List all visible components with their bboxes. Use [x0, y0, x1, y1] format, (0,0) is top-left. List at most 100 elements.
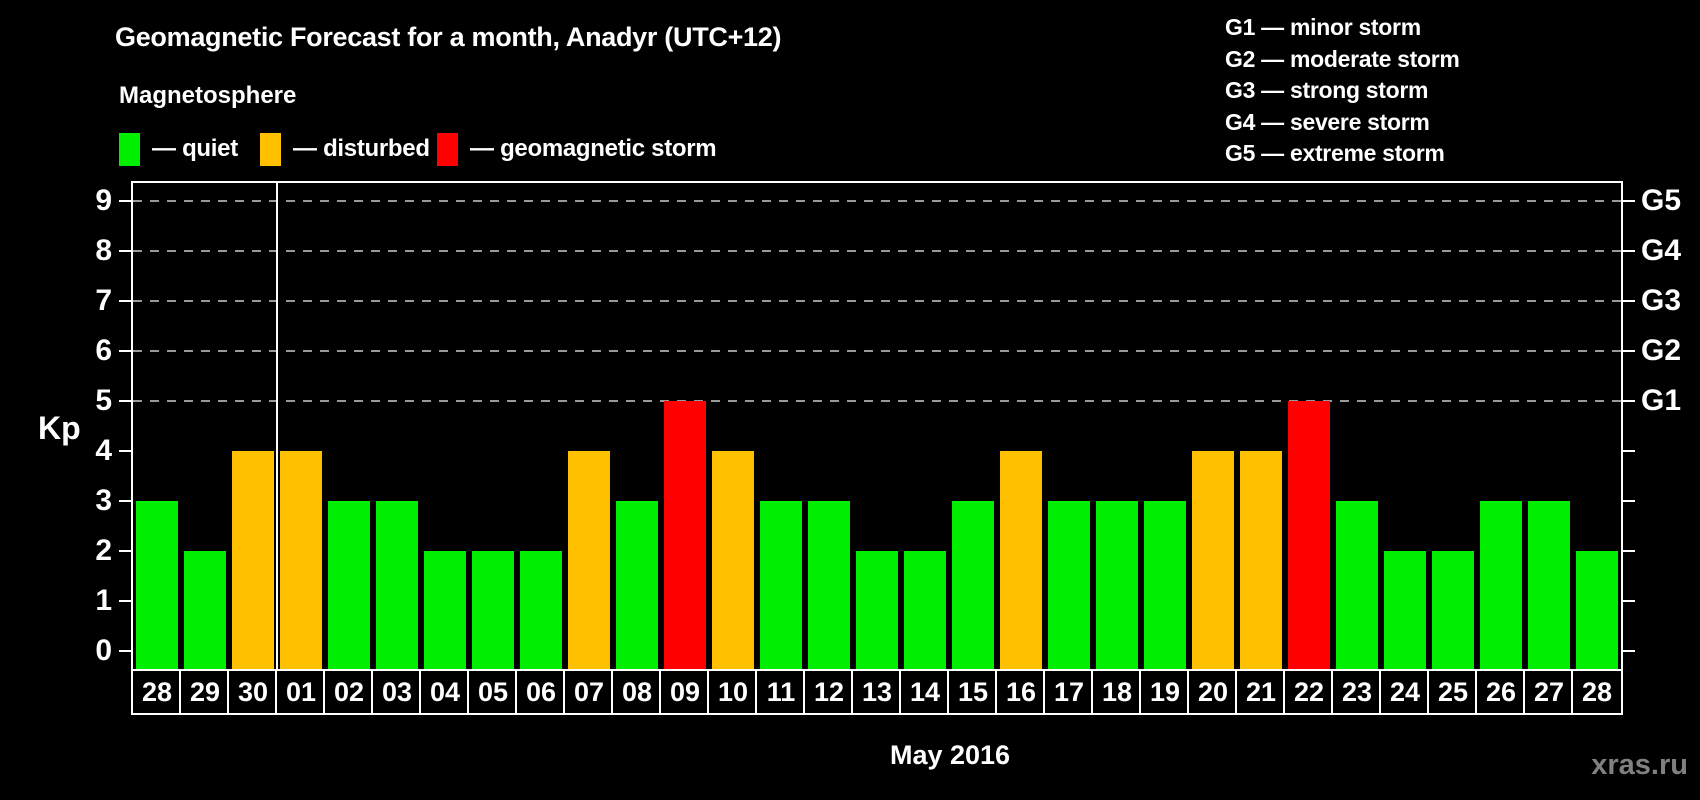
g-axis-label-G1: G1: [1641, 384, 1682, 417]
y-tick-label-1: 1: [95, 584, 112, 617]
date-cell-26: 24: [1379, 669, 1431, 715]
g-legend-line-1: G1 — minor storm: [1225, 14, 1421, 40]
y-tick-label-6: 6: [95, 334, 112, 367]
y-axis-title: Kp: [38, 410, 81, 446]
bar-23: [1336, 501, 1378, 669]
g-legend-line-4: G4 — severe storm: [1225, 108, 1430, 135]
date-cell-14: 12: [803, 669, 855, 715]
bar-09: [664, 401, 706, 669]
g-scale-legend: G1 — minor storm G2 — moderate storm G3 — …: [1225, 12, 1460, 170]
legend-label-quiet: — quiet: [152, 135, 238, 162]
date-cell-2: 30: [227, 669, 279, 715]
y-tick-left-5: [119, 400, 131, 402]
y-tick-left-8: [119, 250, 131, 252]
y-tick-right-1: [1623, 600, 1635, 602]
date-cell-0: 28: [131, 669, 183, 715]
bar-28: [1576, 551, 1618, 669]
date-cell-27: 25: [1427, 669, 1479, 715]
y-tick-left-4: [119, 450, 131, 452]
bar-01: [280, 451, 322, 669]
date-cell-6: 04: [419, 669, 471, 715]
y-tick-left-6: [119, 350, 131, 352]
bar-12: [808, 501, 850, 669]
date-cell-8: 06: [515, 669, 567, 715]
g-legend-line-3: G3 — strong storm: [1225, 77, 1429, 103]
gridline-kp6: [133, 350, 1621, 352]
y-tick-right-9: [1623, 200, 1635, 202]
date-cell-15: 13: [851, 669, 903, 715]
y-tick-right-3: [1623, 500, 1635, 502]
date-cell-1: 29: [179, 669, 231, 715]
y-tick-right-6: [1623, 350, 1635, 352]
date-cell-23: 21: [1235, 669, 1287, 715]
date-cell-30: 28: [1571, 669, 1623, 715]
bar-28: [136, 501, 178, 669]
quiet-color-swatch: [119, 132, 140, 166]
bar-24: [1384, 551, 1426, 669]
date-cell-16: 14: [899, 669, 951, 715]
date-cell-20: 18: [1091, 669, 1143, 715]
date-cell-19: 17: [1043, 669, 1095, 715]
bar-03: [376, 501, 418, 669]
y-tick-left-9: [119, 200, 131, 202]
bar-30: [232, 451, 274, 669]
y-tick-label-7: 7: [95, 284, 112, 317]
bar-16: [1000, 451, 1042, 669]
gridline-kp7: [133, 300, 1621, 302]
legend-item-disturbed: — disturbed: [260, 132, 430, 166]
bar-18: [1096, 501, 1138, 669]
y-tick-left-2: [119, 550, 131, 552]
date-cell-9: 07: [563, 669, 615, 715]
chart-title: Geomagnetic Forecast for a month, Anadyr…: [115, 22, 782, 52]
bar-13: [856, 551, 898, 669]
bar-20: [1192, 451, 1234, 669]
date-cell-29: 27: [1523, 669, 1575, 715]
gridline-kp8: [133, 250, 1621, 252]
bar-17: [1048, 501, 1090, 669]
date-cell-18: 16: [995, 669, 1047, 715]
bar-07: [568, 451, 610, 669]
month-boundary-line: [276, 183, 278, 669]
legend-item-storm: — geomagnetic storm: [437, 132, 717, 166]
y-tick-label-9: 9: [95, 184, 112, 217]
y-tick-left-0: [119, 650, 131, 652]
date-cell-5: 03: [371, 669, 423, 715]
bar-27: [1528, 501, 1570, 669]
gridline-kp5: [133, 400, 1621, 402]
watermark: xras.ru: [1591, 749, 1688, 781]
date-cell-13: 11: [755, 669, 807, 715]
g-axis-label-G4: G4: [1641, 234, 1682, 267]
bar-08: [616, 501, 658, 669]
date-cell-7: 05: [467, 669, 519, 715]
gridline-kp9: [133, 200, 1621, 202]
y-tick-right-5: [1623, 400, 1635, 402]
date-cell-28: 26: [1475, 669, 1527, 715]
legend-item-quiet: — quiet: [119, 132, 238, 166]
y-tick-label-3: 3: [95, 484, 112, 517]
bar-21: [1240, 451, 1282, 669]
bar-04: [424, 551, 466, 669]
bar-15: [952, 501, 994, 669]
y-tick-label-8: 8: [95, 234, 112, 267]
bar-19: [1144, 501, 1186, 669]
date-cell-24: 22: [1283, 669, 1335, 715]
bar-02: [328, 501, 370, 669]
y-tick-right-7: [1623, 300, 1635, 302]
legend-label-storm: — geomagnetic storm: [470, 135, 717, 162]
bar-10: [712, 451, 754, 669]
date-cell-21: 19: [1139, 669, 1191, 715]
bar-29: [184, 551, 226, 669]
y-tick-label-2: 2: [95, 534, 112, 567]
legend-label-disturbed: — disturbed: [293, 135, 430, 162]
bar-05: [472, 551, 514, 669]
y-tick-label-4: 4: [95, 434, 112, 467]
g-legend-line-2: G2 — moderate storm: [1225, 45, 1460, 72]
y-tick-left-3: [119, 500, 131, 502]
date-cell-12: 10: [707, 669, 759, 715]
storm-color-swatch: [437, 132, 458, 166]
bar-11: [760, 501, 802, 669]
bar-25: [1432, 551, 1474, 669]
g-axis-label-G5: G5: [1641, 184, 1682, 217]
date-cell-4: 02: [323, 669, 375, 715]
